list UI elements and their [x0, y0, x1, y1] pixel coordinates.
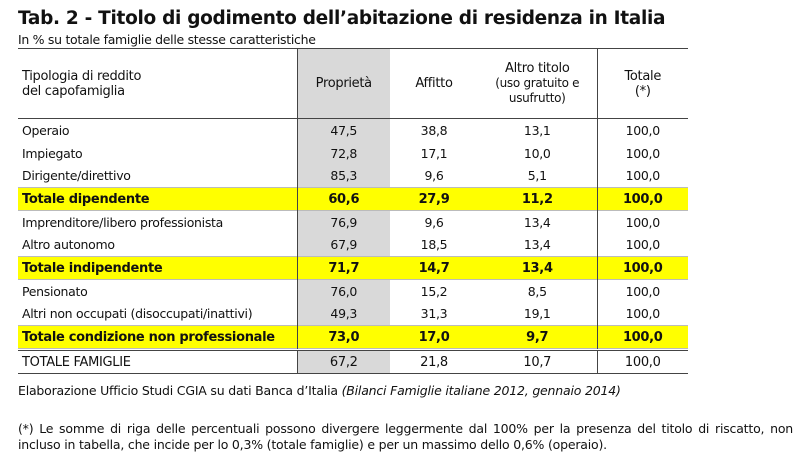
cell-proprieta: 72,8	[296, 141, 390, 165]
header-affitto: Affitto	[415, 76, 453, 91]
cell-totale: 100,0	[596, 302, 688, 326]
cell-totale: 100,0	[596, 233, 688, 257]
header-tipologia: Tipologia di reddito del capofamiglia	[22, 68, 142, 99]
cell-affitto: 38,8	[420, 122, 448, 138]
subtotal-row: Totale condizione non professionale 73,0 1…	[18, 325, 688, 349]
row-label: Operaio	[22, 122, 70, 138]
cell-altro-titolo: 5,1	[527, 168, 547, 184]
table-row: Operaio 47,5 38,8 13,1 100,0	[18, 118, 688, 142]
cell-affitto: 15,2	[420, 283, 448, 299]
cell-totale: 100,0	[596, 210, 688, 234]
cell-proprieta: 85,3	[296, 164, 390, 188]
cell-altro-titolo: 13,1	[523, 122, 551, 138]
cell-altro-titolo: 9,7	[478, 325, 597, 349]
cell-affitto: 18,5	[420, 237, 448, 253]
table-subtitle: In % su totale famiglie delle stesse car…	[18, 32, 316, 47]
cell-proprieta: 76,9	[296, 210, 390, 234]
header-proprieta: Proprietà	[296, 48, 390, 119]
cell-affitto: 17,0	[390, 325, 478, 349]
cell-proprieta: 76,0	[296, 279, 390, 303]
table-row: Dirigente/direttivo 85,3 9,6 5,1 100,0	[18, 164, 688, 188]
cell-totale: 100,0	[596, 256, 688, 280]
cell-totale: 100,0	[596, 118, 688, 142]
cell-proprieta: 47,5	[296, 118, 390, 142]
cell-proprieta: 71,7	[296, 256, 390, 280]
cell-affitto: 21,8	[420, 354, 448, 370]
grand-total-row: TOTALE FAMIGLIE 67,2 21,8 10,7 100,0	[18, 350, 688, 374]
cell-altro-titolo: 13,4	[523, 237, 551, 253]
cell-affitto: 27,9	[390, 187, 478, 211]
header-row: Tipologia di reddito del capofamiglia Pro…	[18, 48, 688, 119]
cell-affitto: 17,1	[420, 145, 448, 161]
row-label: TOTALE FAMIGLIE	[22, 354, 131, 370]
table-row: Altro autonomo 67,9 18,5 13,4 100,0	[18, 233, 688, 257]
cell-affitto: 9,6	[424, 214, 444, 230]
row-label: Impiegato	[22, 145, 83, 161]
cell-totale: 100,0	[596, 164, 688, 188]
table-row: Impiegato 72,8 17,1 10,0 100,0	[18, 141, 688, 165]
row-label: Altri non occupati (disoccupati/inattivi…	[22, 306, 253, 322]
table-row: Altri non occupati (disoccupati/inattivi…	[18, 302, 688, 326]
cell-altro-titolo: 10,7	[523, 354, 552, 370]
cell-affitto: 14,7	[390, 256, 478, 280]
cell-affitto: 9,6	[424, 168, 444, 184]
cell-proprieta: 60,6	[296, 187, 390, 211]
cell-totale: 100,0	[596, 141, 688, 165]
cell-altro-titolo: 10,0	[523, 145, 551, 161]
cell-proprieta: 73,0	[296, 325, 390, 349]
table-row: Pensionato 76,0 15,2 8,5 100,0	[18, 279, 688, 303]
cell-proprieta: 67,2	[296, 350, 390, 374]
source-note: Elaborazione Ufficio Studi CGIA su dati …	[18, 383, 621, 398]
row-label: Totale condizione non professionale	[18, 325, 297, 349]
header-altro-titolo: Altro titolo (uso gratuito e usufrutto)	[495, 61, 580, 105]
row-label: Altro autonomo	[22, 237, 115, 253]
table-row: Imprenditore/libero professionista 76,9 9,…	[18, 210, 688, 234]
cell-altro-titolo: 13,4	[523, 214, 551, 230]
cell-altro-titolo: 19,1	[523, 306, 551, 322]
subtotal-row: Totale dipendente 60,6 27,9 11,2 100,0	[18, 187, 688, 211]
cell-proprieta: 49,3	[296, 302, 390, 326]
data-table: Tipologia di reddito del capofamiglia Pro…	[18, 48, 688, 374]
cell-totale: 100,0	[596, 350, 688, 374]
cell-totale: 100,0	[596, 279, 688, 303]
cell-altro-titolo: 11,2	[478, 187, 597, 211]
row-label: Dirigente/direttivo	[22, 168, 131, 184]
subtotal-row: Totale indipendente 71,7 14,7 13,4 100,0	[18, 256, 688, 280]
row-label: Totale dipendente	[18, 187, 297, 211]
cell-proprieta: 67,9	[296, 233, 390, 257]
table-title: Tab. 2 - Titolo di godimento dell’abitaz…	[18, 8, 666, 29]
cell-totale: 100,0	[596, 187, 688, 211]
cell-altro-titolo: 13,4	[478, 256, 597, 280]
row-label: Totale indipendente	[18, 256, 297, 280]
cell-altro-titolo: 8,5	[527, 283, 547, 299]
row-label: Imprenditore/libero professionista	[22, 214, 224, 230]
footnote: (*) Le somme di riga delle percentuali p…	[18, 421, 793, 452]
cell-totale: 100,0	[596, 325, 688, 349]
row-label: Pensionato	[22, 283, 88, 299]
cell-affitto: 31,3	[420, 306, 448, 322]
header-totale: Totale (*)	[596, 48, 688, 119]
